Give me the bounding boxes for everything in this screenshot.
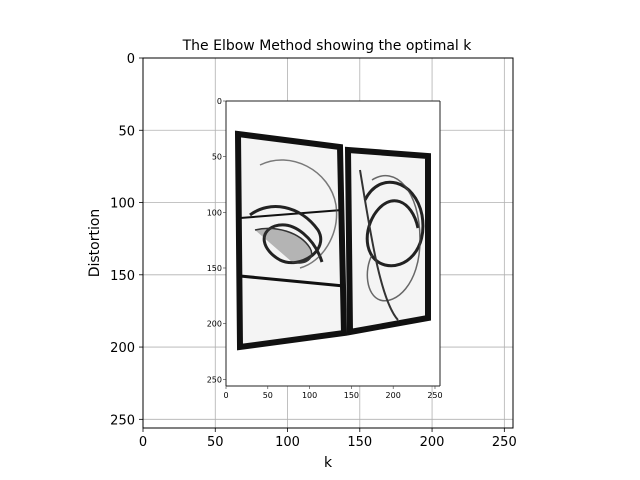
inner-y-tick-label: 150 xyxy=(207,264,222,273)
x-tick-label: 100 xyxy=(275,435,300,450)
inner-y-tick-label: 50 xyxy=(212,153,222,162)
y-axis-label: Distortion xyxy=(87,209,103,278)
y-tick-label: 150 xyxy=(110,269,135,284)
inner-y-tick-label: 100 xyxy=(207,208,222,217)
inner-y-tick-label: 0 xyxy=(217,97,222,106)
inner-y-tick-label: 200 xyxy=(207,320,222,329)
inner-x-tick-label: 50 xyxy=(263,391,273,400)
y-axis-ticks: 0 50 100 150 200 250 xyxy=(110,52,143,428)
chart-title: The Elbow Method showing the optimal k xyxy=(182,38,473,54)
inner-x-tick-label: 200 xyxy=(386,391,401,400)
x-axis-ticks: 0 50 100 150 200 250 xyxy=(139,428,517,450)
inner-y-tick-label: 250 xyxy=(207,375,222,384)
inner-panel-right xyxy=(344,146,431,336)
x-tick-label: 200 xyxy=(420,435,445,450)
x-tick-label: 0 xyxy=(139,435,147,450)
x-tick-label: 150 xyxy=(347,435,372,450)
inner-x-tick-label: 100 xyxy=(302,391,317,400)
inner-panel-left xyxy=(234,130,348,351)
inner-x-tick-label: 0 xyxy=(223,391,228,400)
inner-x-tick-label: 150 xyxy=(344,391,359,400)
y-tick-label: 100 xyxy=(110,197,135,212)
x-tick-label: 250 xyxy=(492,435,517,450)
axes-frame xyxy=(142,57,514,429)
y-tick-label: 250 xyxy=(110,413,135,428)
x-axis-label: k xyxy=(324,455,333,471)
inner-x-tick-label: 250 xyxy=(427,391,442,400)
y-tick-label: 0 xyxy=(127,52,135,67)
y-tick-label: 200 xyxy=(110,341,135,356)
y-tick-label: 50 xyxy=(118,124,135,139)
x-tick-label: 50 xyxy=(207,435,224,450)
